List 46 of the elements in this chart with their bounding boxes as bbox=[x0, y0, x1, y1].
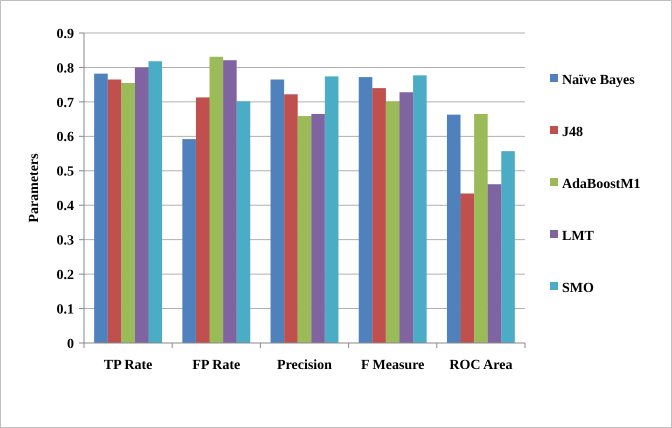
bar bbox=[298, 116, 312, 343]
bar bbox=[446, 114, 461, 343]
bar bbox=[223, 60, 237, 343]
bar bbox=[182, 139, 196, 343]
y-tick-label: 0.6 bbox=[56, 130, 74, 146]
bar bbox=[399, 92, 414, 343]
bar bbox=[488, 184, 502, 343]
x-tick-label: F Measure bbox=[361, 358, 424, 373]
bar bbox=[358, 77, 372, 343]
y-tick-label: 0.4 bbox=[56, 199, 74, 214]
bar bbox=[284, 94, 298, 343]
bar bbox=[386, 101, 400, 343]
bar bbox=[108, 80, 122, 343]
x-tick-label: TP Rate bbox=[104, 358, 152, 373]
bar bbox=[474, 114, 488, 343]
legend-label: SMO bbox=[562, 280, 594, 296]
y-axis-title: Parameters bbox=[27, 152, 42, 223]
legend-label: LMT bbox=[562, 228, 595, 244]
legend-label: Naïve Bayes bbox=[562, 72, 636, 88]
legend-label: AdaBoostM1 bbox=[562, 176, 641, 192]
x-tick-label: ROC Area bbox=[449, 358, 512, 373]
bar bbox=[134, 67, 148, 343]
y-tick-label: 0.2 bbox=[56, 268, 74, 284]
bar bbox=[501, 151, 515, 343]
bar bbox=[372, 88, 386, 343]
bar bbox=[148, 61, 162, 343]
bar bbox=[94, 74, 108, 343]
y-tick-label: 0.5 bbox=[56, 164, 74, 180]
y-tick-label: 0.8 bbox=[56, 61, 74, 76]
bar bbox=[460, 194, 474, 343]
bar bbox=[413, 75, 427, 343]
bar bbox=[196, 97, 210, 343]
bar bbox=[210, 56, 224, 343]
bar bbox=[270, 80, 284, 343]
y-tick-label: 0.9 bbox=[56, 26, 74, 42]
y-tick-label: 0.3 bbox=[56, 234, 74, 249]
legend-label: J48 bbox=[562, 124, 583, 140]
bar bbox=[311, 114, 325, 343]
bar bbox=[121, 82, 135, 343]
y-tick-label: 0.7 bbox=[56, 96, 74, 111]
bar bbox=[236, 101, 250, 343]
y-tick-label: 0.1 bbox=[56, 302, 74, 318]
y-tick-label: 0 bbox=[67, 336, 74, 352]
x-tick-label: FP Rate bbox=[192, 358, 240, 373]
x-tick-label: Precision bbox=[277, 358, 332, 373]
bar bbox=[324, 76, 338, 343]
